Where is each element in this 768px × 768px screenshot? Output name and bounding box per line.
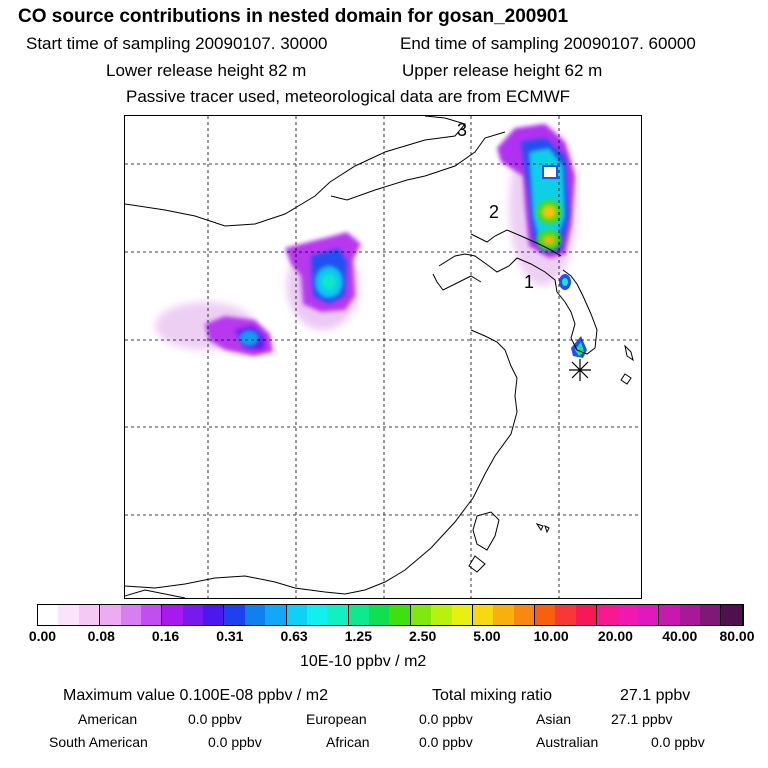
colorbar-units-label: 10E-10 ppbv / m2 <box>300 653 427 670</box>
colorbar-segment <box>659 605 680 625</box>
colorbar-segment <box>78 605 101 625</box>
asterisk-icon <box>569 359 591 381</box>
colorbar-tick-label: 5.00 <box>473 628 501 644</box>
south-american-value: 0.0 ppbv <box>208 734 262 750</box>
colorbar-tick-label: 0.00 <box>28 628 57 644</box>
plume-north <box>497 124 577 286</box>
colorbar-segment <box>327 605 349 625</box>
colorbar-tick-label: 80.00 <box>719 628 755 644</box>
american-value: 0.0 ppbv <box>188 711 242 727</box>
colorbar-segment <box>555 605 576 625</box>
coastlines <box>125 116 634 598</box>
colorbar-segment <box>410 605 432 625</box>
european-label: European <box>306 711 367 727</box>
total-mixing-ratio-value: 27.1 ppbv <box>620 687 691 704</box>
colorbar-tick-label: 40.00 <box>662 628 698 644</box>
australian-label: Australian <box>536 734 599 750</box>
colorbar-segment <box>100 605 121 625</box>
maximum-value-label: Maximum value 0.100E-08 ppbv / m2 <box>63 687 329 704</box>
graticule <box>125 116 641 598</box>
colorbar-tick-label: 2.50 <box>409 628 437 644</box>
colorbar-segment <box>389 605 411 625</box>
colorbar-segment <box>140 605 163 625</box>
african-value: 0.0 ppbv <box>419 734 473 750</box>
colorbar-segment <box>265 605 287 625</box>
plot-title: CO source contributions in nested domain… <box>18 6 569 27</box>
region-label-2: 2 <box>489 202 499 222</box>
colorbar-tick-label: 0.08 <box>87 628 115 644</box>
region-label-1: 1 <box>524 272 534 292</box>
colorbar-segment <box>721 605 743 625</box>
australian-value: 0.0 ppbv <box>651 734 705 750</box>
colorbar-segment <box>575 605 598 625</box>
colorbar-segment <box>182 605 203 625</box>
plume-korea <box>559 274 587 358</box>
upper-release-height-label: Upper release height 62 m <box>402 61 603 80</box>
colorbar-segment <box>162 605 183 625</box>
region-label-3: 3 <box>457 120 467 140</box>
colorbar-segment <box>58 605 79 625</box>
colorbar-segment <box>451 605 473 625</box>
colorbar-segment <box>597 605 618 625</box>
colorbar <box>37 604 744 626</box>
colorbar-segment <box>244 605 266 625</box>
colorbar-segment <box>224 605 245 625</box>
colorbar-segment <box>617 605 638 625</box>
colorbar-segment <box>700 605 722 625</box>
colorbar-tick-label: 10.00 <box>533 628 569 644</box>
colorbar-segment <box>535 605 556 625</box>
colorbar-segment <box>679 605 700 625</box>
colorbar-segment <box>493 605 514 625</box>
american-label: American <box>78 711 138 727</box>
african-label: African <box>326 734 370 750</box>
colorbar-tick-label: 20.00 <box>597 628 633 644</box>
colorbar-segment <box>637 605 660 625</box>
european-value: 0.0 ppbv <box>419 711 473 727</box>
colorbar-segment <box>38 605 59 625</box>
colorbar-segment <box>120 605 141 625</box>
colorbar-segment <box>286 605 307 625</box>
colorbar-segment <box>348 605 369 625</box>
colorbar-segment <box>472 605 494 625</box>
colorbar-segment <box>513 605 535 625</box>
colorbar-tick-label: 0.63 <box>280 628 308 644</box>
asian-label: Asian <box>536 711 572 727</box>
colorbar-segment <box>431 605 452 625</box>
south-american-label: South American <box>49 734 148 750</box>
plume-west <box>155 302 273 356</box>
colorbar-tick-label: 1.25 <box>344 628 372 644</box>
colorbar-segment <box>306 605 328 625</box>
colorbar-tick-label: 0.16 <box>151 628 180 644</box>
lower-release-height-label: Lower release height 82 m <box>106 61 307 80</box>
end-time-label: End time of sampling 20090107. 60000 <box>400 34 696 53</box>
start-time-label: Start time of sampling 20090107. 30000 <box>26 34 328 53</box>
colorbar-tick-label: 0.31 <box>216 628 244 644</box>
total-mixing-ratio-label: Total mixing ratio <box>432 687 553 704</box>
colorbar-segment <box>203 605 225 625</box>
tracer-info-label: Passive tracer used, meteorological data… <box>126 87 571 106</box>
map-panel: 1 2 3 <box>124 115 642 599</box>
asian-value: 27.1 ppbv <box>611 711 673 727</box>
colorbar-segment <box>369 605 390 625</box>
